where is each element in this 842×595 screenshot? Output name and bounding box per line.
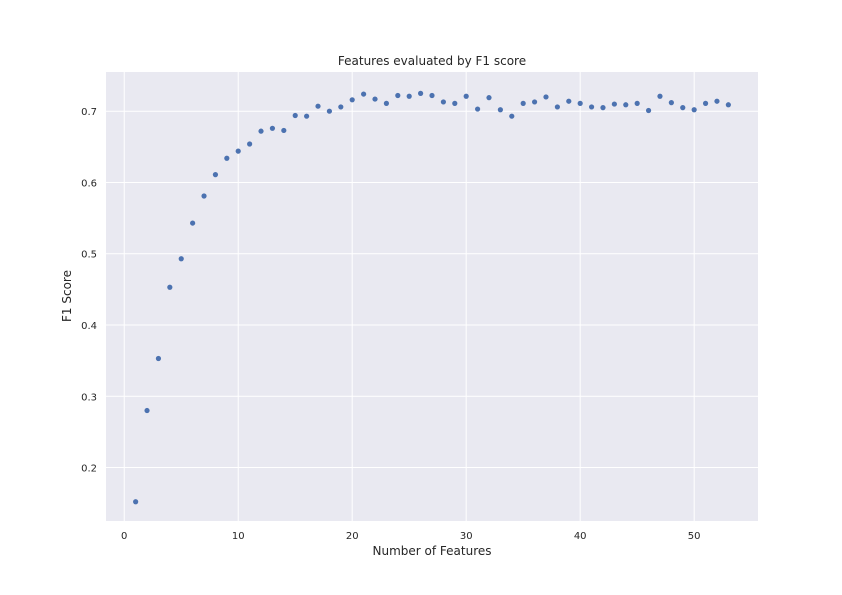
data-point (190, 220, 196, 226)
data-points (133, 90, 731, 505)
data-point (349, 97, 355, 103)
data-point (429, 92, 435, 99)
data-point (201, 193, 207, 199)
data-point (247, 141, 253, 147)
data-point (474, 106, 481, 112)
data-point (680, 105, 686, 111)
data-point (623, 102, 629, 108)
y-tick-label: 0.6 (81, 178, 97, 189)
data-point (509, 113, 515, 119)
data-point (702, 100, 709, 106)
data-point (395, 92, 401, 99)
data-point (258, 128, 264, 134)
data-point (304, 113, 310, 119)
data-point (281, 127, 287, 134)
y-tick-label: 0.7 (81, 107, 97, 118)
data-point (634, 100, 640, 106)
data-point (452, 100, 458, 106)
plot-area (106, 72, 758, 521)
y-axis-label: F1 Score (60, 270, 74, 322)
data-point (463, 93, 469, 99)
data-point (144, 407, 150, 414)
data-point (497, 107, 503, 113)
data-point (418, 90, 424, 96)
chart-title: Features evaluated by F1 score (338, 54, 526, 68)
data-point (178, 256, 184, 262)
x-tick-label: 30 (460, 531, 473, 542)
grid-lines (106, 72, 758, 521)
data-point (691, 107, 697, 113)
y-tick-label: 0.4 (81, 321, 97, 332)
x-tick-label: 0 (121, 531, 127, 542)
x-axis-ticks: 0 10 20 30 40 50 (121, 531, 700, 542)
data-point (577, 100, 583, 106)
data-point (543, 94, 549, 100)
data-point (292, 112, 298, 119)
data-point (133, 499, 139, 505)
data-point (326, 108, 333, 114)
x-tick-label: 10 (232, 531, 245, 542)
data-point (212, 172, 219, 178)
data-point (645, 107, 652, 114)
data-point (531, 99, 538, 105)
y-tick-label: 0.2 (81, 464, 97, 475)
data-point (600, 105, 606, 111)
data-point (611, 101, 617, 107)
data-point (235, 148, 241, 154)
y-tick-label: 0.3 (81, 392, 97, 403)
x-tick-label: 40 (574, 531, 587, 542)
data-point (269, 125, 276, 131)
data-point (440, 99, 446, 105)
data-point (155, 355, 162, 362)
data-point (486, 95, 492, 101)
data-point (554, 104, 560, 110)
data-point (714, 98, 720, 104)
x-tick-label: 50 (688, 531, 701, 542)
y-axis-ticks: 0.2 0.3 0.4 0.5 0.6 0.7 (81, 107, 97, 474)
data-point (657, 93, 663, 99)
data-point (361, 91, 367, 97)
data-point (372, 96, 378, 102)
data-point (224, 155, 230, 161)
data-point (668, 100, 674, 106)
data-point (725, 102, 731, 108)
data-point (566, 98, 572, 104)
data-point (315, 103, 321, 109)
data-point (383, 100, 390, 106)
data-point (520, 100, 526, 106)
data-point (338, 104, 344, 110)
x-axis-label: Number of Features (373, 544, 492, 558)
data-point (406, 93, 412, 99)
y-tick-label: 0.5 (81, 250, 97, 261)
data-point (167, 284, 173, 290)
x-tick-label: 20 (346, 531, 359, 542)
data-point (588, 104, 595, 110)
